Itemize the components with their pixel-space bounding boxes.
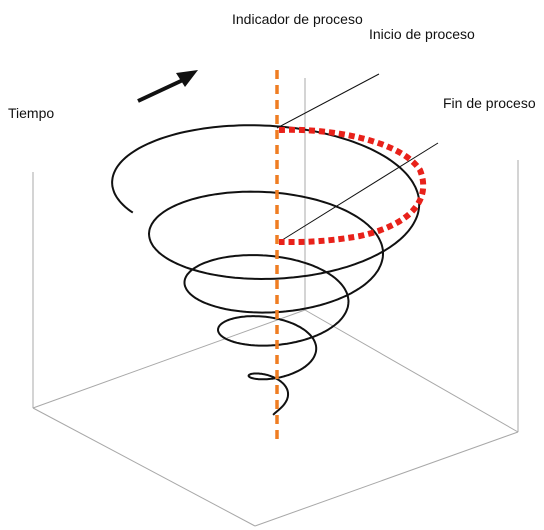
box-floor-back-left (32, 309, 306, 409)
label-process-end: Fin de proceso (443, 95, 536, 111)
process-start-pointer (276, 73, 380, 129)
process-end-pointer (278, 142, 439, 243)
time-spiral (111, 124, 421, 416)
label-process-indicator: Indicador de proceso (232, 11, 363, 27)
box-floor-front-right (254, 431, 519, 527)
process-arc (278, 126, 427, 246)
label-time: Tiempo (8, 105, 54, 121)
box-floor-front-left (32, 407, 256, 527)
box-floor-back-right (304, 309, 519, 433)
label-process-start: Inicio de proceso (369, 26, 475, 42)
arrow-up-right-icon (137, 70, 198, 103)
time-arrow-head (176, 70, 198, 87)
time-arrow-shaft (137, 78, 184, 103)
bounding-box (32, 78, 519, 527)
